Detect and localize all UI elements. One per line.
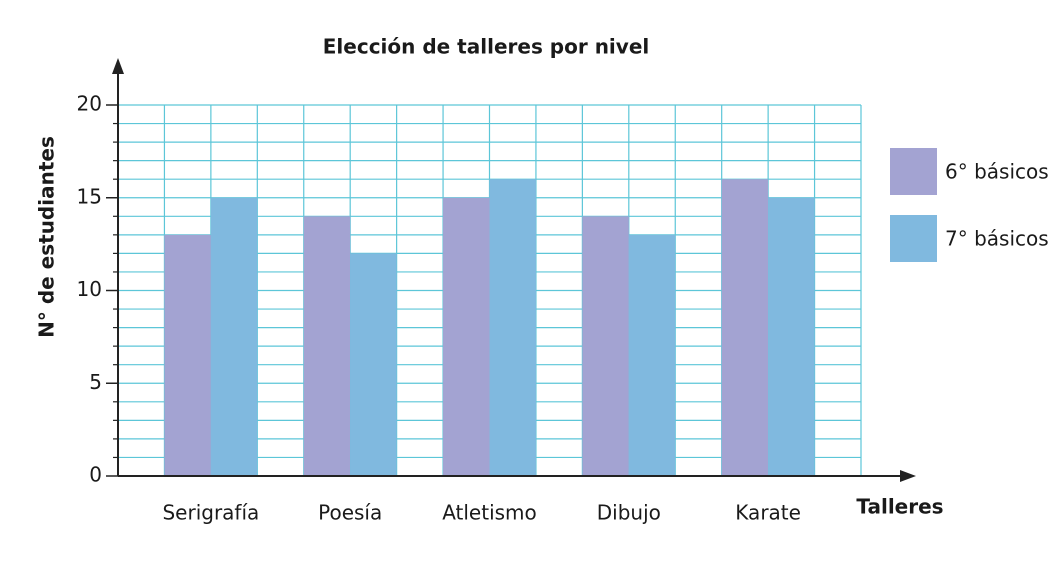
legend-label: 7° básicos bbox=[945, 227, 1049, 251]
legend-swatch bbox=[890, 215, 937, 262]
x-axis-arrow bbox=[900, 470, 916, 482]
bar bbox=[628, 234, 676, 476]
bar bbox=[489, 179, 536, 476]
y-tick-label: 0 bbox=[89, 463, 102, 487]
y-tick-label: 5 bbox=[89, 370, 102, 394]
y-tick-label: 20 bbox=[77, 92, 102, 116]
y-tick-label: 15 bbox=[77, 184, 102, 208]
chart-title: Elección de talleres por nivel bbox=[323, 35, 650, 59]
x-tick-label: Serigrafía bbox=[162, 501, 259, 525]
y-axis-arrow bbox=[112, 58, 124, 74]
bar bbox=[350, 253, 397, 476]
bar bbox=[164, 234, 211, 476]
bar bbox=[303, 216, 351, 477]
y-axis-label: N° de estudiantes bbox=[35, 136, 59, 338]
x-tick-label: Atletismo bbox=[442, 501, 537, 525]
bar bbox=[210, 197, 258, 476]
y-tick-label: 10 bbox=[77, 277, 102, 301]
bar bbox=[721, 179, 769, 476]
bar bbox=[443, 197, 490, 476]
x-axis-label: Talleres bbox=[856, 495, 943, 519]
x-tick-label: Karate bbox=[735, 501, 801, 525]
bar bbox=[768, 197, 815, 476]
legend-label: 6° básicos bbox=[945, 160, 1049, 184]
x-tick-label: Dibujo bbox=[597, 501, 661, 525]
x-tick-label: Poesía bbox=[318, 501, 382, 525]
bar bbox=[582, 216, 629, 477]
legend-swatch bbox=[890, 148, 937, 195]
